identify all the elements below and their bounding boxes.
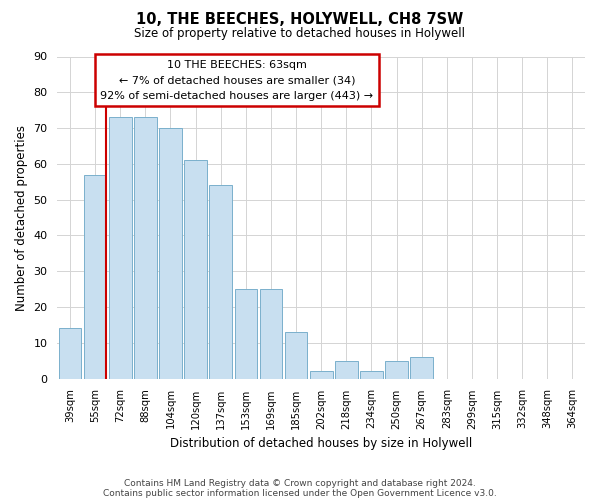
Bar xyxy=(209,186,232,378)
Bar xyxy=(410,357,433,378)
Y-axis label: Number of detached properties: Number of detached properties xyxy=(15,124,28,310)
X-axis label: Distribution of detached houses by size in Holywell: Distribution of detached houses by size … xyxy=(170,437,472,450)
Bar xyxy=(159,128,182,378)
Text: Contains public sector information licensed under the Open Government Licence v3: Contains public sector information licen… xyxy=(103,488,497,498)
Text: 10 THE BEECHES: 63sqm
← 7% of detached houses are smaller (34)
92% of semi-detac: 10 THE BEECHES: 63sqm ← 7% of detached h… xyxy=(100,60,373,101)
Bar xyxy=(84,174,106,378)
Text: Size of property relative to detached houses in Holywell: Size of property relative to detached ho… xyxy=(134,28,466,40)
Bar xyxy=(360,372,383,378)
Bar xyxy=(260,289,282,378)
Bar xyxy=(285,332,307,378)
Bar xyxy=(184,160,207,378)
Bar xyxy=(109,118,131,378)
Bar xyxy=(134,118,157,378)
Text: 10, THE BEECHES, HOLYWELL, CH8 7SW: 10, THE BEECHES, HOLYWELL, CH8 7SW xyxy=(136,12,464,28)
Bar xyxy=(235,289,257,378)
Bar xyxy=(310,372,332,378)
Bar xyxy=(59,328,81,378)
Text: Contains HM Land Registry data © Crown copyright and database right 2024.: Contains HM Land Registry data © Crown c… xyxy=(124,478,476,488)
Bar xyxy=(335,360,358,378)
Bar xyxy=(385,360,408,378)
